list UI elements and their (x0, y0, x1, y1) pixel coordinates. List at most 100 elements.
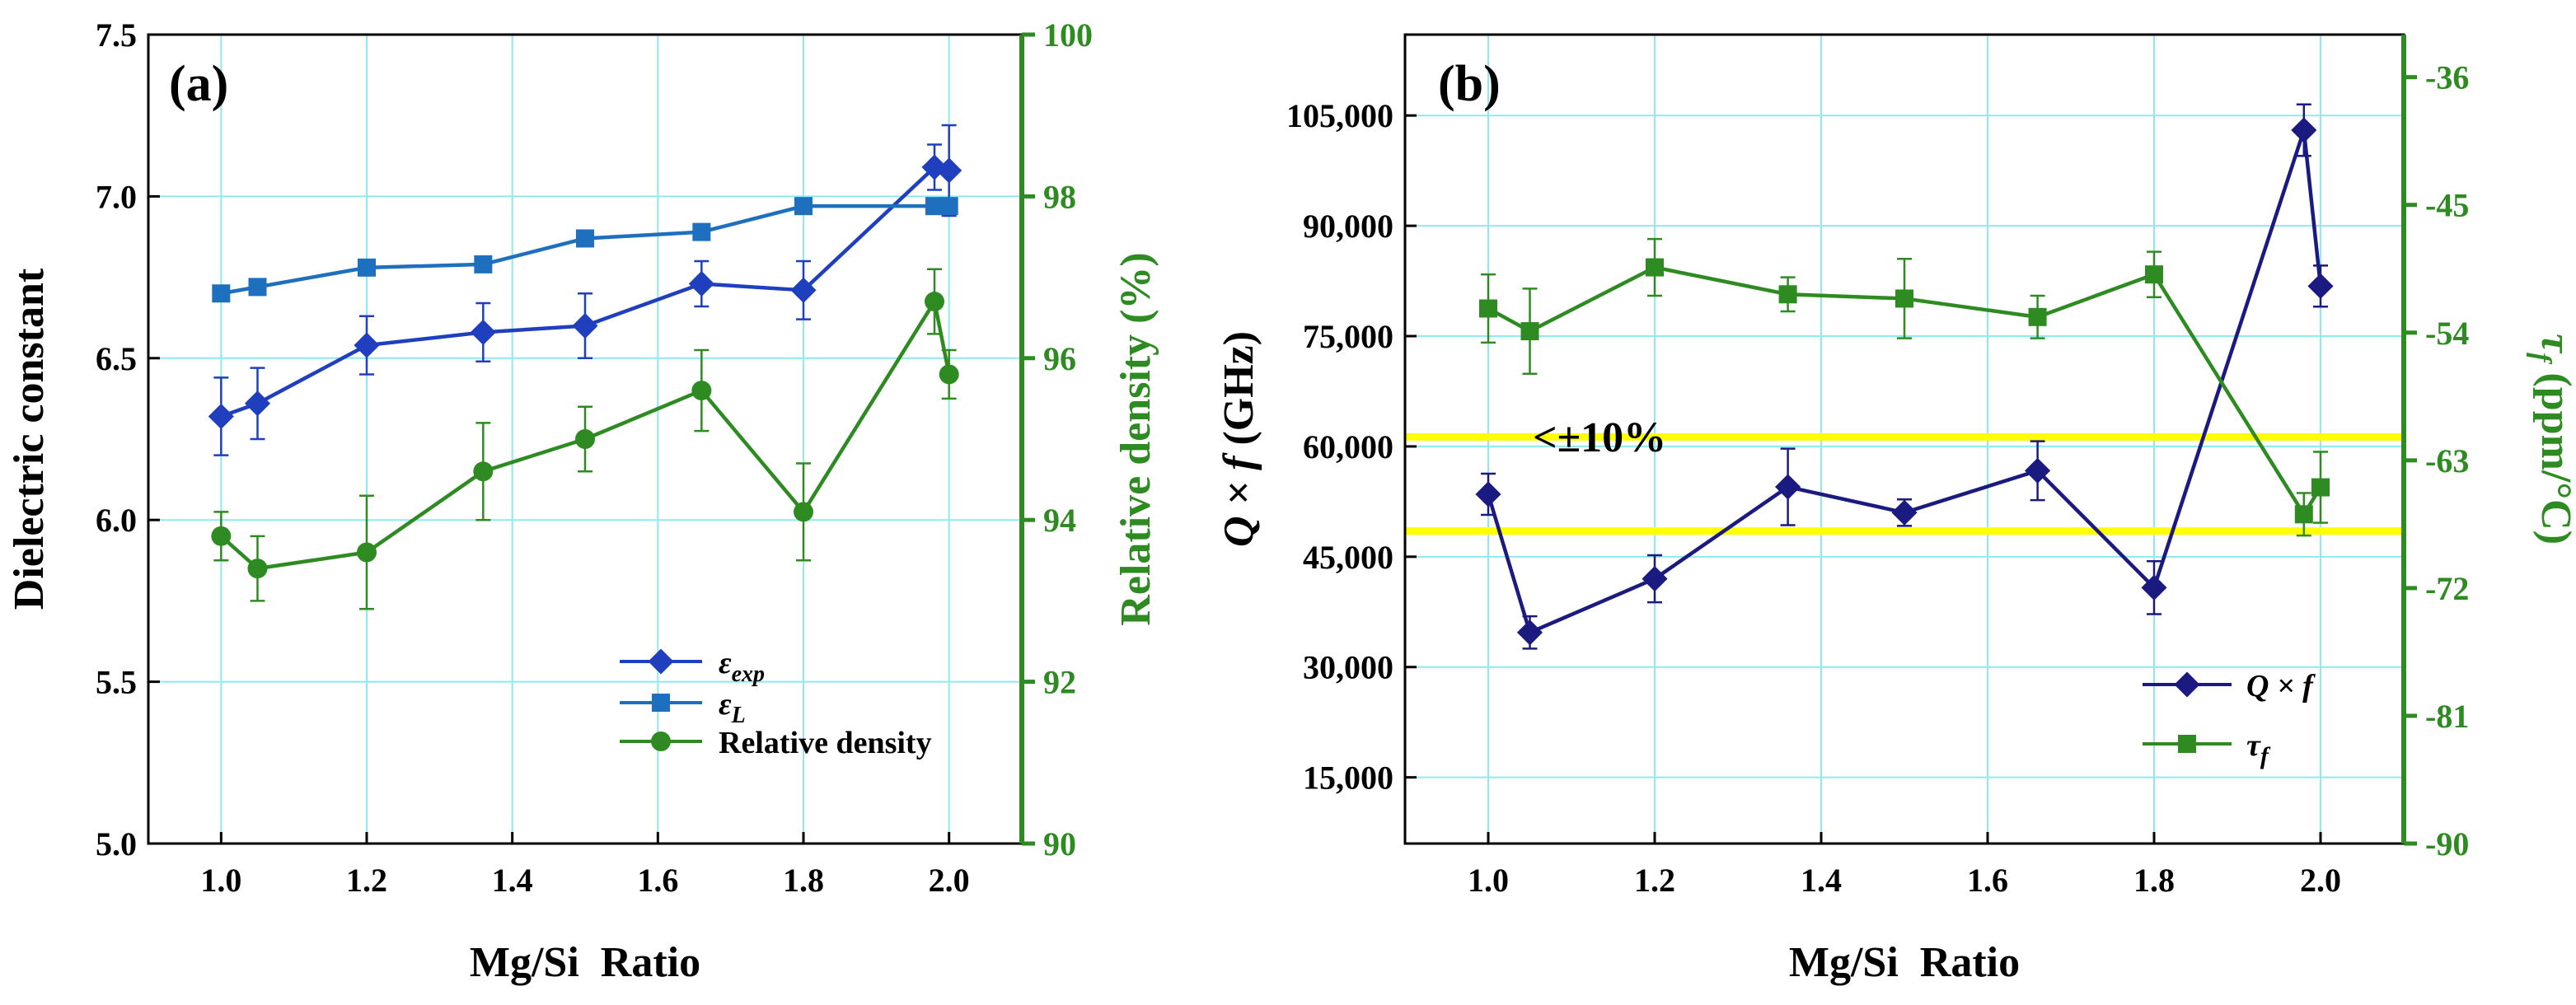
chart-a-y-right-tick-label-3: 96 (1043, 340, 1076, 377)
chart-a-legend-label-eps-l: ε (719, 687, 732, 722)
chart-a-legend-sub-eps-l: L (731, 703, 746, 728)
chart-a-y-right-tick-label-5: 100 (1043, 16, 1093, 54)
chart-b-y-axis-title-left-main: Q × f (1215, 452, 1262, 547)
chart-b-y-right-tick-label-1: -81 (2425, 698, 2469, 735)
chart-a-series-2-point-2 (357, 542, 377, 563)
chart-b-series-0-point-6 (2141, 574, 2167, 601)
chart-b-y-right-tick-label-4: -54 (2425, 315, 2469, 352)
chart-b-series-0-point-0 (1475, 481, 1501, 507)
chart-b-series-0-point-7 (2291, 117, 2317, 143)
chart-a-series-1-point-8 (939, 197, 958, 216)
chart-b-x-tick-label-3: 1.6 (1967, 862, 2008, 899)
chart-b-legend: Q × f τf (2143, 669, 2316, 769)
chart-a-series-2-point-4 (575, 429, 595, 449)
chart-b-y-left-tick-label-2: 45,000 (1303, 539, 1393, 576)
chart-b-series-1-point-5 (2028, 307, 2047, 326)
chart-a-series-2-point-7 (925, 292, 944, 312)
svg-text:τf: τf (2246, 728, 2271, 769)
chart-b-annotation: <±10% (1533, 414, 1666, 461)
chart-a-series-2-point-8 (939, 364, 959, 385)
chart-a-series-2-point-3 (473, 461, 494, 482)
chart-a-series-0-point-4 (572, 312, 598, 339)
chart-a-series-0-point-2 (354, 332, 380, 358)
chart-a-series-1-point-5 (692, 222, 711, 241)
chart-a-legend-entry-eps-l: εL (620, 687, 746, 728)
chart-a-legend: εexp εL Relative density (620, 646, 932, 760)
chart-b-y-left-tick-label-0: 15,000 (1303, 760, 1393, 797)
chart-a-series-0-point-0 (208, 403, 234, 430)
chart-b-y-left-tick-label-4: 75,000 (1303, 318, 1393, 355)
chart-a-legend-sub-eps-exp: exp (732, 661, 765, 687)
chart-b-x-tick-label-4: 1.8 (2133, 862, 2175, 899)
chart-b-series-0-point-2 (1642, 566, 1668, 592)
chart-b-y-right-tick-label-3: -63 (2425, 442, 2469, 479)
chart-b-y-left-tick-label-1: 30,000 (1303, 649, 1393, 686)
chart-a-legend-label-relative-density: Relative density (719, 726, 932, 760)
chart-a-y-right-tick-label-0: 90 (1043, 825, 1076, 862)
svg-text:Q × f (GHz): Q × f (GHz) (1215, 331, 1262, 547)
chart-b-series-1-point-0 (1479, 299, 1497, 318)
chart-a-y-left-tick-label-4: 7.0 (96, 178, 137, 215)
chart-a-series-1-point-1 (248, 278, 267, 297)
chart-b-series-1-point-4 (1895, 289, 1913, 308)
chart-b-legend-label-tauf: τ (2246, 728, 2261, 763)
chart-a-series-1-point-3 (474, 255, 493, 273)
chart-b-y-axis-title-right-sub: f (2526, 353, 2556, 365)
chart-a-series-0-point-3 (470, 319, 496, 345)
chart-a-y-axis-title-left: Dielectric constant (6, 268, 53, 610)
chart-a-series-1-point-2 (358, 258, 376, 277)
chart-b-y-axis-title-left-unit: (GHz) (1215, 331, 1262, 456)
chart-b-reference-lines (1405, 432, 2404, 535)
chart-b: 1.0 1.2 1.4 1.6 1.8 2.0 15,000 30,000 45,000 60,0… (1215, 33, 2576, 986)
svg-text:εL: εL (719, 687, 746, 728)
chart-a-x-tick-label-4: 1.8 (783, 862, 824, 899)
chart-a-axes: 1.0 1.2 1.4 1.6 1.8 2.0 5.0 5.5 6.0 6.5 7.0 7.5 90 92… (96, 16, 1093, 899)
chart-b-y-axis-title-right-main: τ (2532, 334, 2576, 354)
chart-a-series-2-point-5 (691, 381, 712, 401)
chart-a-series-2 (211, 268, 959, 610)
chart-a-series-layer (208, 124, 962, 610)
chart-a-series-2-point-0 (211, 526, 232, 546)
chart-b-x-tick-label-0: 1.0 (1468, 862, 1509, 899)
chart-a-y-left-tick-label-0: 5.0 (96, 825, 137, 862)
chart-b-series-1 (1479, 237, 2330, 537)
chart-a-series-2-point-6 (794, 502, 813, 522)
chart-b-series-0-point-1 (1516, 619, 1543, 646)
chart-b-series-1-point-1 (1520, 322, 1539, 341)
chart-a-series-1-point-0 (212, 284, 231, 303)
chart-b-x-tick-label-1: 1.2 (1634, 862, 1675, 899)
chart-b-legend-label-qf: Q × f (2246, 669, 2316, 704)
chart-a-series-1-point-4 (576, 229, 594, 248)
chart-b-series-1-point-7 (2294, 505, 2313, 524)
chart-a-y-left-tick-label-5: 7.5 (96, 16, 137, 54)
chart-a-series-0 (208, 124, 962, 456)
chart-a-legend-entry-relative-density: Relative density (620, 726, 932, 760)
chart-a-y-axis-title-right: Relative density (%) (1112, 252, 1159, 625)
svg-text:εexp: εexp (719, 646, 765, 687)
chart-b-y-right-tick-label-0: -90 (2425, 825, 2469, 862)
chart-b-y-left-tick-label-3: 60,000 (1303, 428, 1393, 465)
chart-b-series-1-point-3 (1778, 285, 1797, 304)
chart-b-x-axis-title: Mg/Si Ratio (1789, 939, 2020, 986)
chart-b-series-layer (1475, 103, 2334, 650)
chart-a-x-tick-label-1: 1.2 (346, 862, 387, 899)
chart-b-legend-sub-tauf: f (2260, 742, 2271, 769)
chart-a-series-1 (212, 197, 958, 303)
chart-b-series-0-point-5 (2025, 457, 2051, 484)
chart-b-y-left-tick-label-5: 90,000 (1303, 208, 1393, 245)
chart-b-legend-entry-tauf: τf (2143, 728, 2271, 769)
chart-a-legend-label-eps-exp: ε (719, 646, 732, 680)
chart-a-y-left-tick-label-3: 6.5 (96, 340, 137, 377)
svg-text:τf (ppm/°C): τf (ppm/°C) (2526, 334, 2576, 545)
chart-b-series-0 (1475, 103, 2334, 650)
chart-a-series-1-line (220, 203, 949, 296)
chart-a-series-0-point-5 (688, 270, 714, 297)
chart-a-legend-entry-eps-exp: εexp (620, 646, 765, 687)
chart-a-y-right-tick-label-1: 92 (1043, 664, 1076, 701)
chart-a-x-axis-title: Mg/Si Ratio (470, 939, 700, 986)
chart-b-y-axis-title-right-unit: (ppm/°C) (2532, 362, 2576, 545)
chart-b-panel-label: (b) (1438, 56, 1501, 112)
chart-b-x-tick-label-2: 1.4 (1801, 862, 1842, 899)
chart-b-series-1-point-8 (2311, 478, 2330, 497)
